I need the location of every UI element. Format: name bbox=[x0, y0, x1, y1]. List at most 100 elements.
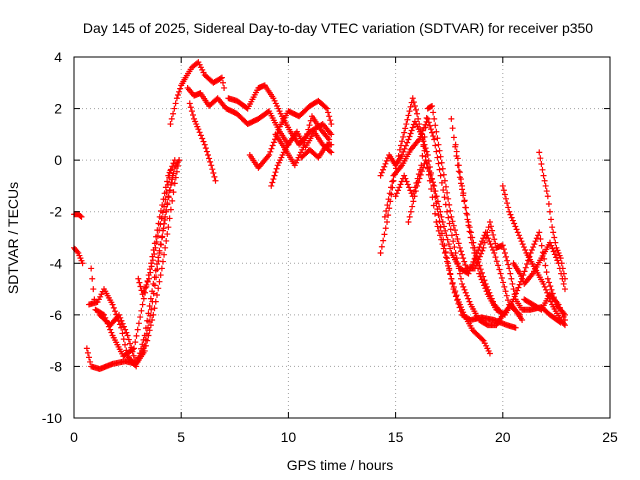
data-point bbox=[159, 209, 166, 216]
data-point bbox=[385, 212, 392, 219]
data-point bbox=[445, 195, 452, 202]
data-point bbox=[424, 151, 431, 158]
data-point bbox=[489, 227, 496, 234]
y-tick-label: -2 bbox=[50, 204, 63, 220]
data-point bbox=[157, 221, 164, 228]
data-point bbox=[516, 232, 523, 239]
data-point bbox=[404, 116, 411, 123]
data-point bbox=[419, 152, 426, 159]
data-point bbox=[169, 172, 176, 179]
data-point bbox=[507, 211, 514, 218]
data-point bbox=[444, 255, 451, 262]
data-point bbox=[560, 313, 567, 320]
data-point bbox=[433, 128, 440, 135]
data-point bbox=[410, 99, 417, 106]
data-point bbox=[452, 227, 459, 234]
data-point bbox=[461, 197, 468, 204]
y-tick-label: -6 bbox=[50, 307, 63, 323]
data-point bbox=[498, 275, 505, 282]
y-tick-label: -10 bbox=[42, 410, 62, 426]
data-point bbox=[328, 149, 335, 156]
data-point bbox=[435, 212, 442, 219]
data-point bbox=[492, 240, 499, 247]
data-point bbox=[511, 293, 518, 300]
data-point bbox=[131, 345, 138, 352]
data-point bbox=[541, 283, 548, 290]
data-point bbox=[271, 172, 278, 179]
data-point bbox=[158, 215, 165, 222]
data-point bbox=[166, 215, 173, 222]
data-point bbox=[436, 218, 443, 225]
data-point bbox=[269, 179, 276, 186]
data-point bbox=[436, 203, 443, 210]
data-point bbox=[116, 321, 123, 328]
data-point bbox=[479, 336, 486, 343]
data-point bbox=[188, 108, 195, 115]
data-point bbox=[402, 125, 409, 132]
data-point bbox=[489, 247, 496, 254]
x-tick-label: 15 bbox=[388, 429, 404, 445]
data-point bbox=[212, 177, 219, 184]
data-point bbox=[148, 306, 155, 313]
data-point bbox=[465, 295, 472, 302]
data-point bbox=[560, 280, 567, 287]
data-point bbox=[139, 291, 146, 298]
data-point bbox=[414, 110, 421, 117]
data-point bbox=[442, 248, 449, 255]
data-point bbox=[507, 270, 514, 277]
data-point bbox=[433, 193, 440, 200]
data-point bbox=[119, 320, 126, 327]
data-point bbox=[412, 188, 419, 195]
data-point bbox=[537, 155, 544, 162]
data-point bbox=[477, 266, 484, 273]
data-point bbox=[384, 219, 391, 226]
series-seg-v bbox=[452, 141, 506, 318]
data-point bbox=[167, 187, 174, 194]
data-point bbox=[380, 237, 387, 244]
data-point bbox=[200, 138, 207, 145]
data-point bbox=[475, 258, 482, 265]
data-point bbox=[442, 227, 449, 234]
data-point bbox=[302, 135, 309, 142]
data-point bbox=[385, 196, 392, 203]
data-point bbox=[536, 149, 543, 156]
data-point bbox=[110, 304, 117, 311]
data-point bbox=[211, 173, 218, 180]
data-point bbox=[447, 245, 454, 252]
data-point bbox=[451, 289, 458, 296]
data-point bbox=[459, 182, 466, 189]
data-point bbox=[455, 300, 462, 307]
data-point bbox=[116, 311, 123, 318]
data-point bbox=[560, 320, 567, 327]
data-point bbox=[561, 322, 568, 329]
data-point bbox=[270, 139, 277, 146]
data-point bbox=[161, 203, 168, 210]
data-point bbox=[328, 141, 335, 148]
data-point bbox=[444, 189, 451, 196]
data-point bbox=[460, 190, 467, 197]
data-point bbox=[430, 133, 437, 140]
data-point bbox=[447, 270, 454, 277]
data-point bbox=[556, 304, 563, 311]
data-point bbox=[409, 95, 416, 102]
data-point bbox=[427, 171, 434, 178]
series-seg-m bbox=[268, 128, 335, 189]
data-point bbox=[144, 324, 151, 331]
data-point bbox=[407, 208, 414, 215]
data-point bbox=[465, 219, 472, 226]
data-point bbox=[551, 234, 558, 241]
data-point bbox=[532, 238, 539, 245]
data-point bbox=[502, 288, 509, 295]
data-point bbox=[408, 127, 415, 134]
data-point bbox=[202, 145, 209, 152]
data-point bbox=[163, 208, 170, 215]
data-point bbox=[549, 224, 556, 231]
data-point bbox=[151, 251, 158, 258]
data-point bbox=[433, 148, 440, 155]
data-point bbox=[440, 187, 447, 194]
data-point bbox=[407, 187, 414, 194]
y-tick-label: 0 bbox=[54, 152, 62, 168]
data-point bbox=[482, 280, 489, 287]
series-seg-f bbox=[96, 172, 176, 367]
data-point bbox=[457, 248, 464, 255]
